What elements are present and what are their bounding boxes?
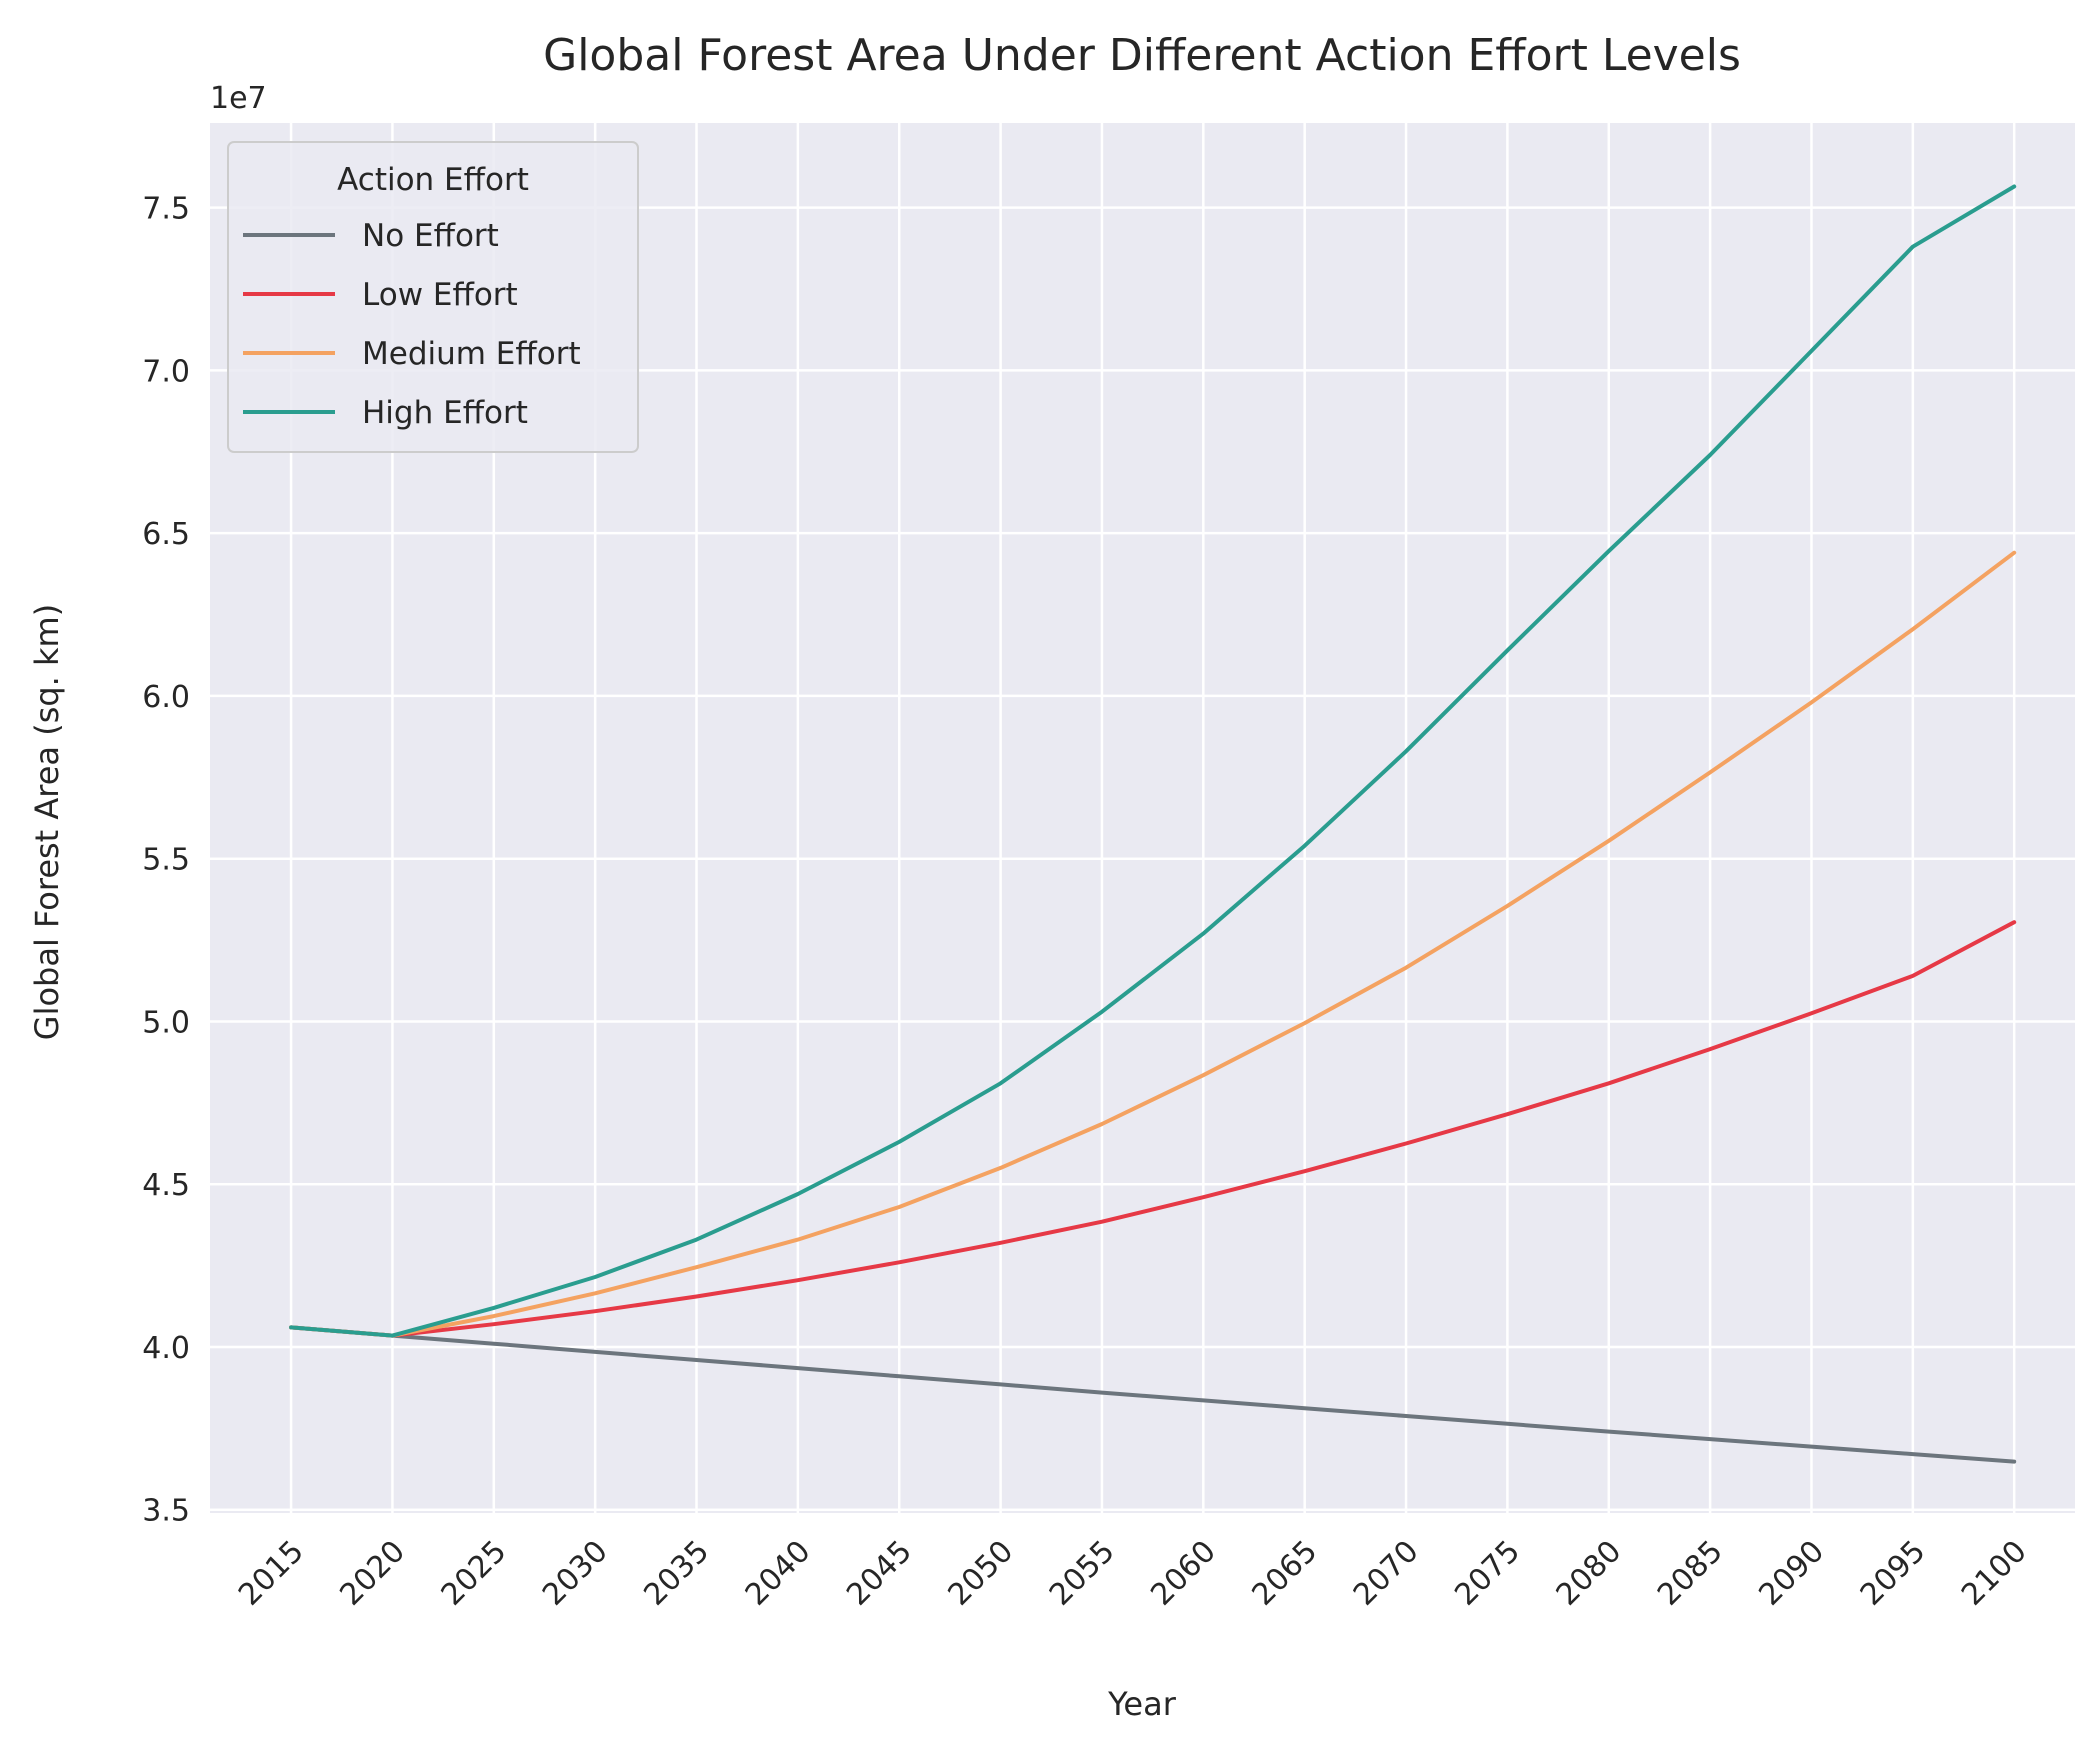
legend-entry-label: Low Effort (362, 277, 518, 313)
y-tick-labels: 3.5 4.0 4.5 5.0 5.5 6.0 6.5 7.0 7.5 (142, 192, 190, 1529)
y-tick-label: 7.5 (142, 192, 190, 227)
series-line-high-effort (289, 184, 2017, 1338)
legend: Action Effort No Effort Low Effort Medium … (227, 141, 639, 453)
y-tick-label: 6.5 (142, 517, 190, 552)
y-tick-label: 6.0 (142, 680, 190, 715)
series-lines (289, 184, 2017, 1464)
x-gridlines (289, 123, 2016, 1513)
legend-entry-label: No Effort (362, 218, 499, 254)
y-axis-offset-label: 1e7 (210, 81, 267, 116)
chart-title: Global Forest Area Under Different Actio… (543, 30, 1741, 81)
legend-items: No Effort Low Effort Medium Effort High Eff… (243, 218, 581, 431)
y-tick-label: 5.0 (142, 1005, 190, 1040)
series-line-no-effort (289, 1325, 2017, 1464)
legend-title: Action Effort (337, 162, 529, 198)
y-tick-label: 4.0 (142, 1331, 190, 1366)
y-tick-label: 5.5 (142, 843, 190, 878)
y-tick-label: 4.5 (142, 1168, 190, 1203)
y-tick-label: 3.5 (142, 1494, 190, 1529)
legend-entry-label: High Effort (362, 395, 528, 431)
x-axis-label: Year (1107, 1685, 1177, 1723)
series-line-low-effort (289, 920, 2017, 1338)
series-line-medium-effort (289, 550, 2017, 1338)
y-tick-label: 7.0 (142, 354, 190, 389)
legend-entry-label: Medium Effort (362, 336, 581, 372)
legend-box (227, 141, 639, 453)
y-axis-label: Global Forest Area (sq. km) (28, 604, 66, 1040)
